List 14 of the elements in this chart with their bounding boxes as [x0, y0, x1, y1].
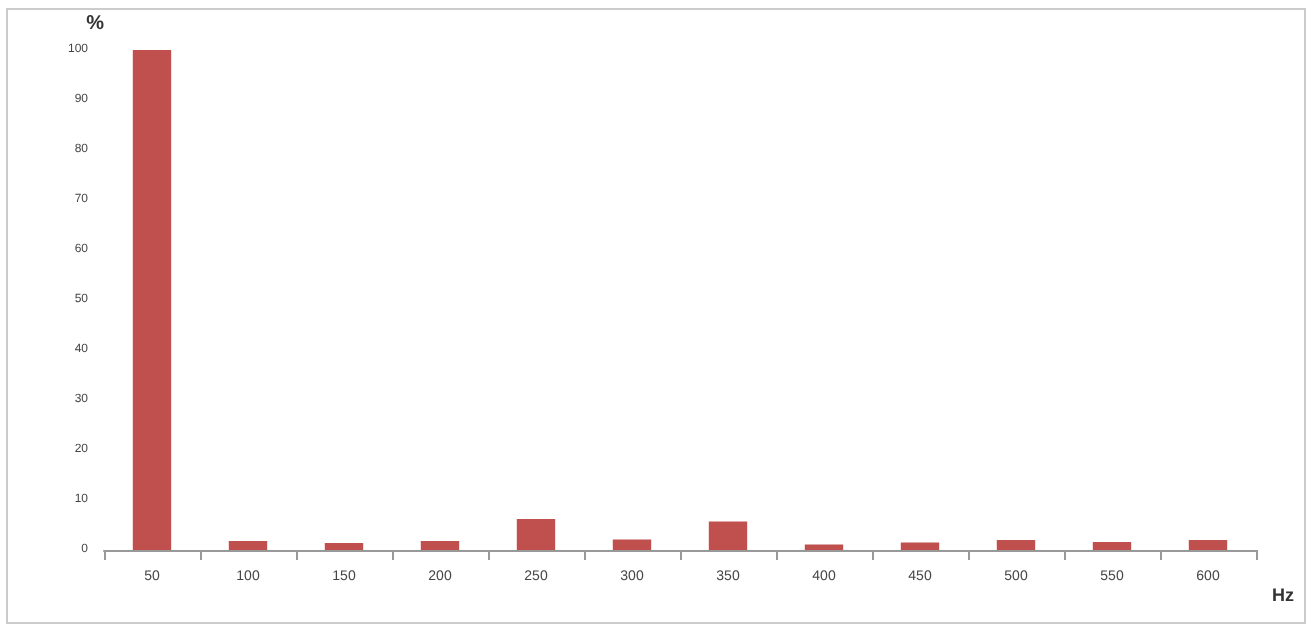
bar [804, 544, 844, 550]
bar [708, 521, 748, 550]
bar [1092, 542, 1132, 550]
bar [1188, 540, 1228, 550]
bar [996, 540, 1036, 550]
bar [324, 543, 364, 550]
bar [612, 539, 652, 550]
bar [228, 541, 268, 550]
bar [900, 542, 940, 550]
bar [420, 541, 460, 550]
bar [516, 519, 556, 550]
y-axis-title: % [86, 13, 105, 35]
bar [132, 50, 172, 550]
x-axis-title: Hz [1272, 585, 1295, 605]
